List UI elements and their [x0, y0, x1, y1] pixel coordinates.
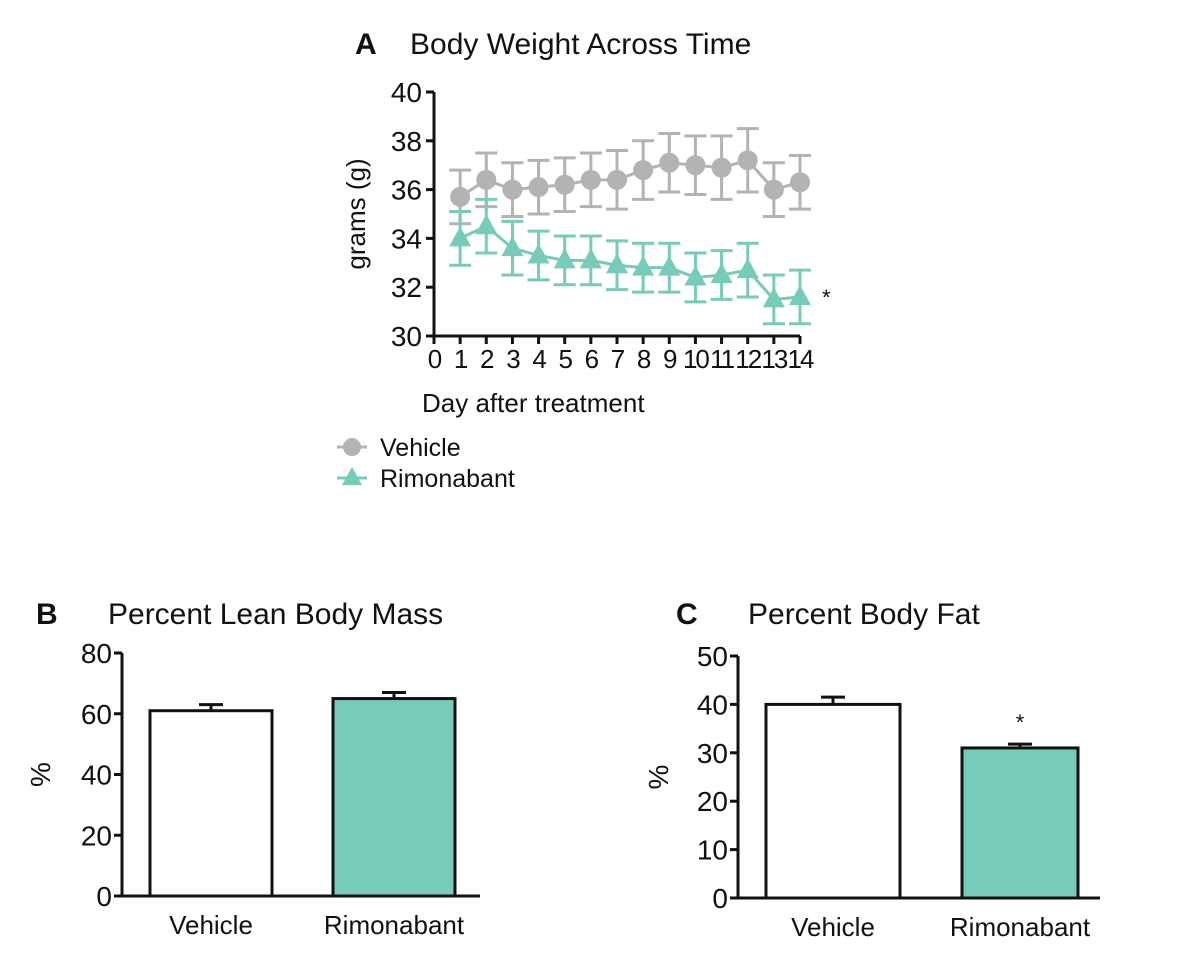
x-tick-label: 9 [663, 344, 677, 374]
significance-marker-a: * [822, 285, 831, 310]
data-point [685, 155, 706, 176]
y-tick-label: 40 [81, 760, 112, 791]
data-point [763, 179, 784, 200]
x-tick-label: 14 [788, 344, 814, 374]
legend-label-vehicle: Vehicle [380, 434, 461, 462]
data-point [580, 169, 601, 190]
y-tick-label: 0 [96, 881, 112, 912]
data-point [501, 236, 524, 257]
x-tick-label: 0 [428, 344, 442, 374]
data-point [528, 177, 549, 198]
panel-label-c: C [676, 598, 698, 631]
data-point [789, 284, 811, 305]
data-point [606, 253, 628, 274]
x-category-label: Vehicle [791, 912, 875, 942]
y-tick-label: 20 [81, 820, 112, 851]
x-tick-label: 2 [480, 344, 494, 374]
bar-rimonabant [331, 697, 457, 898]
y-tick-label: 10 [697, 835, 728, 866]
data-point [684, 265, 707, 286]
y-tick-label: 0 [712, 883, 728, 914]
bar-vehicle [148, 709, 274, 898]
x-tick-label: 13 [761, 344, 787, 374]
chart-title-b: Percent Lean Body Mass [108, 598, 443, 631]
y-axis-label-a: grams (g) [341, 158, 371, 269]
x-category-label: Vehicle [169, 910, 253, 940]
data-point [711, 157, 732, 178]
y-tick-label: 34 [391, 223, 422, 254]
y-tick-label: 80 [81, 638, 112, 669]
data-point [476, 169, 497, 190]
x-category-label: Rimonabant [324, 910, 465, 940]
x-tick-label: 8 [637, 344, 651, 374]
y-axis-label-c: % [643, 765, 674, 790]
data-point [553, 248, 576, 269]
x-axis-label-a: Day after treatment [422, 388, 645, 418]
data-point [737, 150, 758, 171]
data-point [762, 287, 785, 308]
data-point [607, 169, 627, 190]
data-point [449, 226, 472, 247]
x-category-label: Rimonabant [950, 912, 1091, 942]
y-tick-label: 38 [391, 126, 422, 157]
y-tick-label: 20 [697, 786, 728, 817]
x-tick-label: 10 [683, 344, 709, 374]
chart-title-c: Percent Body Fat [748, 598, 980, 631]
data-point [790, 172, 810, 193]
x-tick-label: 4 [532, 344, 546, 374]
y-tick-label: 32 [391, 272, 422, 303]
data-point [475, 214, 498, 235]
bar-vehicle [764, 702, 902, 900]
legend-marker-vehicle [343, 438, 361, 456]
x-tick-label: 5 [558, 344, 572, 374]
data-point [658, 255, 681, 276]
y-tick-label: 30 [391, 321, 422, 352]
y-tick-label: 60 [81, 699, 112, 730]
x-tick-label: 7 [611, 344, 625, 374]
y-tick-label: 36 [391, 175, 422, 206]
data-point [633, 160, 654, 181]
data-point [579, 248, 602, 269]
data-point [450, 186, 471, 207]
chart-title-a: Body Weight Across Time [410, 28, 751, 61]
x-tick-label: 12 [735, 344, 761, 374]
y-tick-label: 40 [697, 689, 728, 720]
data-point [632, 255, 655, 276]
data-point [554, 174, 575, 195]
legend-marker-rimonabant [342, 467, 362, 485]
legend-label-rimonabant: Rimonabant [380, 465, 515, 493]
data-point [659, 152, 680, 173]
y-tick-label: 30 [697, 738, 728, 769]
panel-label-a: A [355, 28, 377, 61]
x-tick-label: 3 [506, 344, 520, 374]
x-tick-label: 11 [710, 344, 735, 374]
bar-rimonabant [960, 746, 1080, 900]
data-point [527, 243, 550, 264]
significance-marker-c: * [1016, 710, 1025, 735]
x-tick-label: 6 [585, 344, 599, 374]
x-tick-label: 1 [454, 344, 468, 374]
data-point [736, 258, 759, 279]
y-axis-label-b: % [25, 762, 56, 787]
y-tick-label: 50 [697, 641, 728, 672]
data-point [502, 179, 523, 200]
y-tick-label: 40 [391, 77, 422, 108]
data-point [710, 263, 733, 283]
panel-label-b: B [36, 598, 58, 631]
